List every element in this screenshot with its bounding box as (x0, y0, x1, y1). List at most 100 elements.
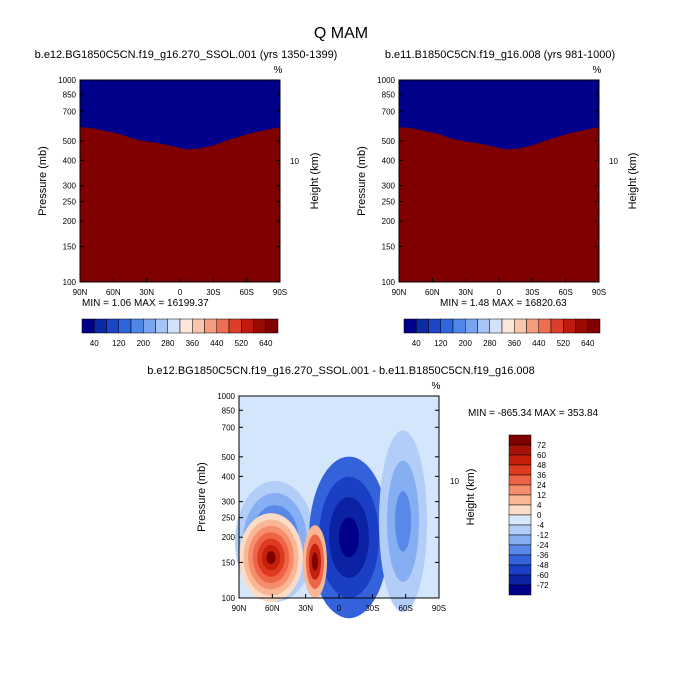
colorbar-label: 120 (112, 339, 126, 348)
colorbar-swatch (179, 318, 193, 334)
lat-tick-label: 30S (365, 604, 379, 613)
colorbar-label: 120 (434, 339, 448, 348)
pressure-tick-label: 250 (382, 198, 396, 207)
pressure-tick-label: 400 (63, 156, 77, 165)
pressure-tick-label: 500 (63, 137, 77, 146)
lat-tick-label: 90N (232, 604, 247, 613)
colorbar-label: 60 (537, 451, 546, 460)
colorbar-label: 440 (532, 339, 546, 348)
panel-left-unit: % (274, 65, 283, 76)
figure-title: Q MAM (314, 25, 368, 42)
lat-tick-label: 90S (432, 604, 446, 613)
pressure-tick-label: 250 (63, 198, 77, 207)
colorbar-label: 360 (186, 339, 200, 348)
colorbar-swatch (508, 434, 532, 446)
colorbar-swatch (94, 318, 107, 334)
panel-diff-title: b.e12.BG1850C5CN.f19_g16.270_SSOL.001 - … (147, 365, 535, 377)
colorbar-swatch (216, 318, 230, 334)
colorbar-swatch (508, 444, 532, 456)
lat-tick-label: 90N (73, 288, 88, 297)
panel-left-plot (79, 79, 281, 283)
colorbar-label: 280 (161, 339, 175, 348)
colorbar-label: -72 (537, 581, 549, 590)
lat-tick-label: 0 (337, 604, 342, 613)
pressure-tick-label: 200 (382, 217, 396, 226)
pressure-tick-label: 200 (63, 217, 77, 226)
panel-right-plot (398, 79, 600, 283)
colorbar-swatch (575, 318, 588, 334)
pressure-tick-label: 150 (222, 558, 236, 567)
colorbar-swatch (501, 318, 515, 334)
colorbar-swatch (508, 484, 532, 496)
panel-left-title: b.e12.BG1850C5CN.f19_g16.270_SSOL.001 (y… (35, 49, 338, 61)
colorbar-label: 4 (537, 501, 542, 510)
pressure-tick-label: 1000 (58, 76, 76, 85)
colorbar-swatch (508, 574, 532, 586)
colorbar-swatch (465, 318, 478, 334)
pressure-tick-label: 100 (382, 278, 396, 287)
colorbar-label: 520 (235, 339, 249, 348)
colorbar-label: -48 (537, 561, 549, 570)
difference-lobe (266, 551, 276, 564)
panel-diff-lat-ticks: 90N 60N 30N 0 30S 60S 90S (232, 594, 446, 613)
colorbar-label: 36 (537, 471, 546, 480)
lat-tick-label: 0 (497, 288, 502, 297)
pressure-tick-label: 700 (382, 107, 396, 116)
pressure-tick-label: 700 (222, 423, 236, 432)
panel-right: b.e11.B1850C5CN.f19_g16.008 (yrs 981-100… (356, 49, 639, 348)
colorbar-swatch (508, 544, 532, 556)
pressure-tick-label: 1000 (217, 392, 235, 401)
lat-tick-label: 0 (178, 288, 183, 297)
pressure-tick-label: 400 (382, 156, 396, 165)
pressure-tick-label: 300 (382, 182, 396, 191)
difference-lobe (339, 517, 359, 558)
pressure-tick-label: 100 (63, 278, 77, 287)
panel-diff-minmax: MIN = -865.34 MAX = 353.84 (468, 408, 599, 419)
colorbar-swatch (155, 318, 168, 334)
colorbar-label: 200 (137, 339, 151, 348)
colorbar-label: 360 (508, 339, 522, 348)
colorbar-swatch (514, 318, 527, 334)
colorbar-label: 640 (581, 339, 595, 348)
colorbar-swatch (508, 584, 532, 596)
panel-left: b.e12.BG1850C5CN.f19_g16.270_SSOL.001 (y… (35, 49, 338, 348)
pressure-tick-label: 700 (63, 107, 77, 116)
colorbar-swatch (477, 318, 490, 334)
colorbar-swatch (587, 318, 601, 334)
moisture-band (399, 127, 599, 282)
colorbar-swatch (253, 318, 266, 334)
colorbar-swatch (228, 318, 242, 334)
panel-diff-ylabel: Pressure (mb) (196, 462, 208, 532)
pressure-tick-label: 850 (382, 90, 396, 99)
panel-right-ylabel-right: Height (km) (627, 153, 639, 210)
pressure-tick-label: 500 (382, 137, 396, 146)
colorbar-swatch (526, 318, 539, 334)
colorbar-swatch (265, 318, 279, 334)
pressure-tick-label: 250 (222, 514, 236, 523)
colorbar-label: 440 (210, 339, 224, 348)
panel-right-minmax: MIN = 1.48 MAX = 16820.63 (440, 298, 567, 309)
panel-left-ylabel-right: Height (km) (309, 153, 321, 210)
colorbar-swatch (106, 318, 119, 334)
colorbar-swatch (143, 318, 156, 334)
panel-right-unit: % (593, 65, 602, 76)
panel-left-minmax: MIN = 1.06 MAX = 16199.37 (82, 298, 209, 309)
moisture-band (80, 127, 280, 282)
colorbar-swatch (403, 318, 417, 334)
pressure-tick-label: 200 (222, 533, 236, 542)
lat-tick-label: 60S (240, 288, 254, 297)
colorbar-swatch (452, 318, 466, 334)
colorbar-label: 40 (412, 339, 421, 348)
pressure-tick-label: 150 (63, 242, 77, 251)
pressure-tick-label: 300 (222, 498, 236, 507)
colorbar-swatch (130, 318, 144, 334)
lat-tick-label: 60S (399, 604, 413, 613)
colorbar-label: 48 (537, 461, 546, 470)
lat-tick-label: 30N (458, 288, 473, 297)
lat-tick-label: 60N (106, 288, 121, 297)
colorbar-label: -24 (537, 541, 549, 550)
colorbar-swatch (118, 318, 132, 334)
colorbar-swatch (508, 564, 532, 576)
panel-left-right-tick: 10 (290, 157, 299, 166)
